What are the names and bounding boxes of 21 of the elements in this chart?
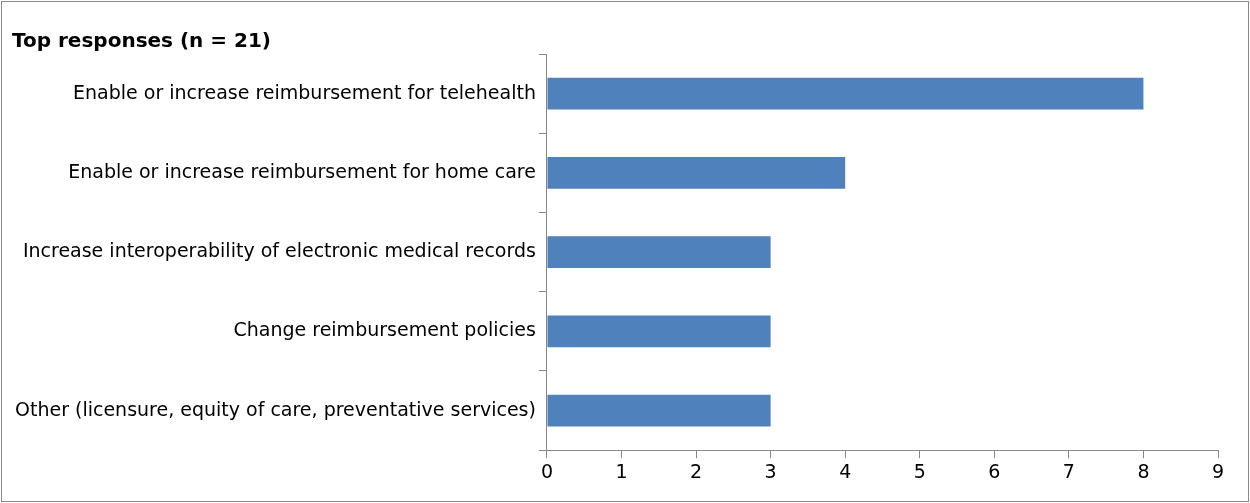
y-tick-label: Other (licensure, equity of care, preventative services) bbox=[14, 397, 536, 420]
x-tick-label: 6 bbox=[988, 459, 1001, 482]
x-tick-label: 9 bbox=[1211, 459, 1225, 482]
text: Top responses (n = 21) bbox=[12, 28, 272, 53]
y-tick-label: Change reimbursement policies bbox=[233, 318, 536, 341]
x-tick-label: 8 bbox=[1137, 459, 1150, 482]
x-tick-label: 3 bbox=[764, 459, 777, 482]
y-tick-label: Enable or increase reimbursement for telehealth bbox=[73, 80, 536, 103]
bar bbox=[547, 315, 771, 348]
y-tick-label: Increase interoperability of electronic medical records bbox=[22, 239, 536, 262]
x-tick-label: 0 bbox=[540, 459, 553, 482]
x-tick-label: 4 bbox=[839, 459, 852, 482]
bar bbox=[547, 394, 771, 427]
x-tick-label: 5 bbox=[913, 459, 926, 482]
bar bbox=[547, 77, 1144, 110]
bar bbox=[547, 157, 846, 189]
y-tick-label: Enable or increase reimbursement for home care bbox=[68, 159, 536, 182]
x-tick-label: 2 bbox=[690, 459, 703, 482]
x-tick-label: 1 bbox=[615, 459, 628, 482]
bar bbox=[547, 236, 771, 268]
x-tick-label: 7 bbox=[1062, 459, 1075, 482]
